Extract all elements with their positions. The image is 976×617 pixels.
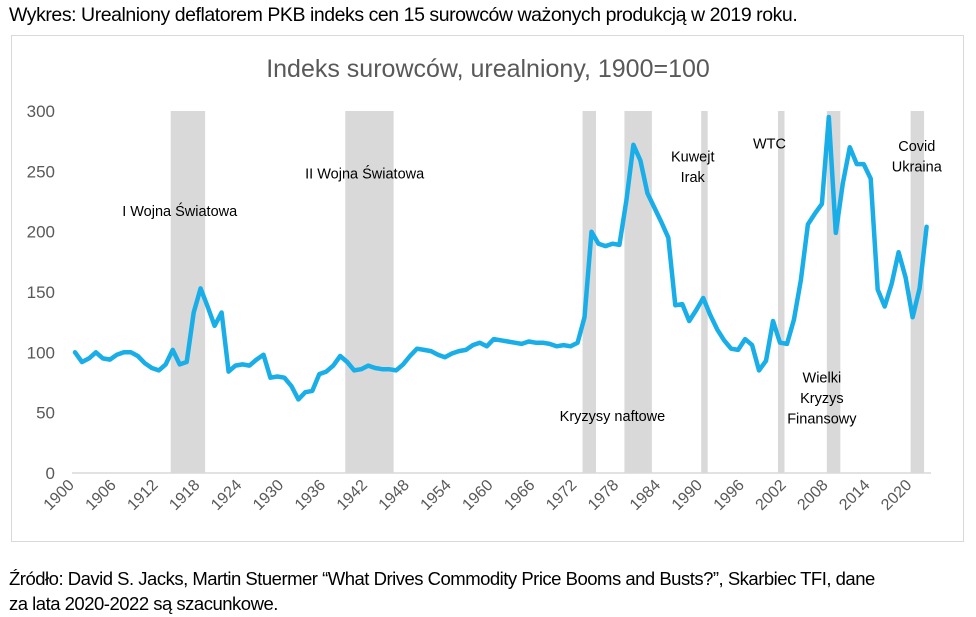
shaded-period-5 [777,111,785,473]
annotation-ww1: I Wojna Światowa [122,202,238,220]
y-tick-label: 300 [27,102,55,121]
annotation-gfc: Wielki Kryzys Finansowy [787,371,857,428]
shaded-period-4 [701,111,708,473]
shaded-period-1 [345,111,394,473]
x-tick-label: 1990 [669,477,706,514]
x-tick-label: 1984 [627,477,664,514]
y-axis-ticks: 0 50 100 150 200 250 300 [27,102,55,483]
x-tick-label: 1936 [292,477,329,514]
figure-caption: Wykres: Urealniony deflatorem PKB indeks… [9,4,798,26]
x-tick-label: 1906 [83,477,120,514]
x-tick-label: 1930 [250,477,287,514]
chart-title: Indeks surowców, urealniony, 1900=100 [266,55,710,83]
x-tick-label: 1942 [334,477,371,514]
x-tick-label: 2014 [836,477,873,514]
y-tick-label: 50 [36,404,55,423]
annotation-covid: Covid Ukraina [892,139,943,176]
x-tick-label: 1912 [124,477,161,514]
x-axis-ticks: 1900 1906 1912 1918 1924 1930 1936 1942 1948 1954… [41,477,916,514]
shaded-period-6 [826,111,841,473]
y-tick-label: 0 [46,464,55,483]
y-tick-label: 100 [27,343,55,362]
x-tick-label: 1996 [711,477,748,514]
chart-frame [11,35,964,542]
annotations: I Wojna Światowa II Wojna Światowa Kryzysy… [122,136,942,427]
x-tick-label: 2008 [794,477,831,514]
shaded-period-2 [582,111,597,473]
annotation-oil: Kryzysy naftowe [560,409,666,425]
y-tick-label: 150 [27,283,55,302]
annotation-kuwait: Kuwejt Irak [671,150,715,187]
x-tick-label: 2020 [878,477,915,514]
x-tick-label: 1954 [418,477,455,514]
annotation-wtc: WTC [753,136,786,152]
x-tick-label: 1960 [459,477,496,514]
y-tick-label: 200 [27,223,55,242]
source-note-line-2: za lata 2020-2022 są szacunkowe. [9,593,278,614]
x-tick-label: 1966 [501,477,538,514]
source-note-line-1: Źródło: David S. Jacks, Martin Stuermer … [9,568,875,589]
x-tick-label: 1924 [208,477,245,514]
x-tick-label: 2002 [753,477,790,514]
y-tick-label: 250 [27,162,55,181]
source-note: Źródło: David S. Jacks, Martin Stuermer … [9,566,974,616]
annotation-ww2: II Wojna Światowa [305,165,425,183]
x-tick-label: 1978 [585,477,622,514]
x-tick-label: 1948 [376,477,413,514]
x-tick-label: 1972 [543,477,580,514]
series-line-commodity-index [72,114,929,402]
x-tick-label: 1918 [166,477,203,514]
